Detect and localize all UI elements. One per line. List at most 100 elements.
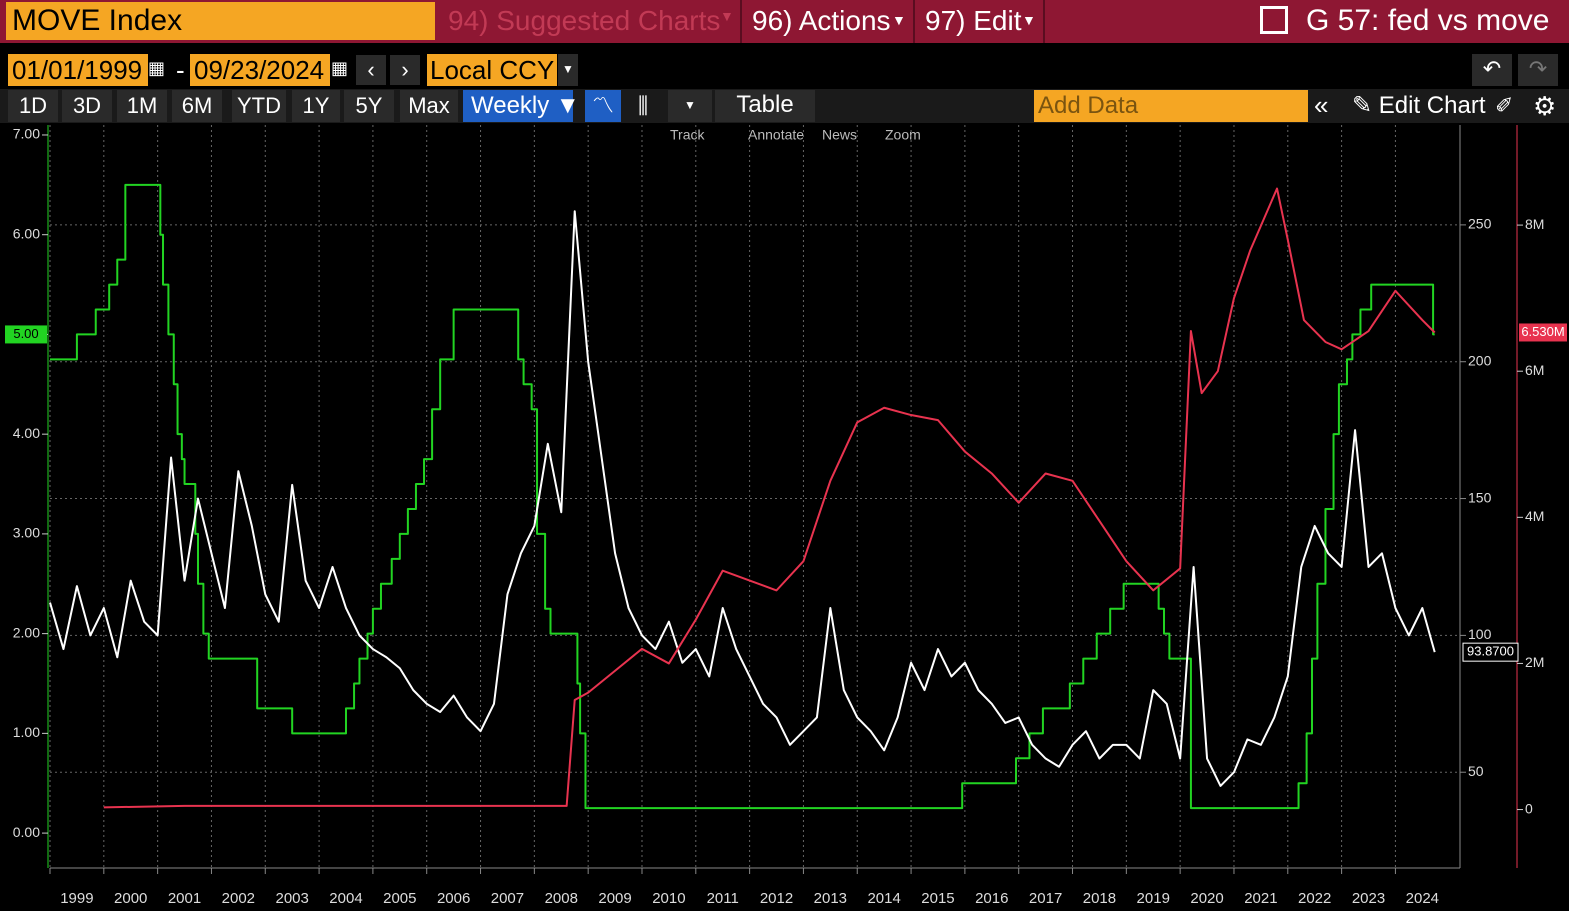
- x-tick-label: 2013: [814, 890, 847, 907]
- security-title[interactable]: MOVE Index: [6, 2, 435, 40]
- y-tick-label: 1.00: [13, 724, 40, 740]
- x-tick-label: 2010: [652, 890, 685, 907]
- frequency-label: Weekly: [471, 92, 550, 119]
- period-button[interactable]: 1D: [8, 90, 58, 122]
- x-tick-label: 2016: [975, 890, 1008, 907]
- y-tick-label: 7.00: [13, 126, 40, 142]
- last-value-label: 6.530M: [1521, 324, 1564, 339]
- y3-tick-label: 8M: [1525, 216, 1544, 232]
- x-tick-label: 2000: [114, 890, 147, 907]
- x-tick-label: 2023: [1352, 890, 1385, 907]
- divider: [740, 0, 742, 43]
- currency-select[interactable]: Local CCY: [427, 54, 557, 86]
- next-button[interactable]: ›: [390, 55, 420, 85]
- launch-icon[interactable]: [1260, 6, 1288, 34]
- calendar-icon[interactable]: ▦: [148, 58, 166, 78]
- period-button[interactable]: 6M: [172, 90, 222, 122]
- dropdown-arrow: ▼: [720, 8, 734, 24]
- toolbar: Weekly ▼ 〽 ⫼ ▼ Table Add Data « ✎ Edit C…: [0, 89, 1569, 123]
- x-tick-label: 2004: [329, 890, 362, 907]
- collapse-icon[interactable]: «: [1314, 90, 1329, 120]
- series-line: [103, 187, 1436, 809]
- y2-tick-label: 250: [1468, 216, 1492, 232]
- add-data-input[interactable]: Add Data: [1034, 90, 1308, 122]
- chart-tool[interactable]: News: [822, 127, 857, 143]
- series-line: [49, 210, 1436, 787]
- dropdown-arrow: ▼: [1022, 12, 1036, 28]
- chart-tool[interactable]: Track: [670, 127, 705, 143]
- chart-tool[interactable]: Zoom: [885, 127, 921, 143]
- x-tick-label: 2018: [1083, 890, 1116, 907]
- x-tick-label: 2022: [1298, 890, 1331, 907]
- x-tick-label: 1999: [60, 890, 93, 907]
- divider: [913, 0, 915, 43]
- header-bar: MOVE Index 94) Suggested Charts 96) Acti…: [0, 0, 1569, 43]
- x-tick-label: 2001: [168, 890, 201, 907]
- y-tick-label: 0.00: [13, 824, 40, 840]
- x-tick-label: 2011: [707, 890, 739, 907]
- y2-tick-label: 50: [1468, 763, 1484, 779]
- x-tick-label: 2015: [921, 890, 954, 907]
- settings-icon[interactable]: ⚙: [1533, 91, 1557, 121]
- calendar-icon[interactable]: ▦: [331, 58, 349, 78]
- y-tick-label: 2.00: [13, 624, 40, 640]
- x-tick-label: 2009: [598, 890, 631, 907]
- x-tick-label: 2014: [867, 890, 900, 907]
- y-tick-label: 4.00: [13, 425, 40, 441]
- y2-tick-label: 150: [1468, 489, 1492, 505]
- start-date[interactable]: 01/01/1999: [8, 54, 148, 86]
- x-tick-label: 2021: [1244, 890, 1277, 907]
- period-button[interactable]: 1Y: [292, 90, 340, 122]
- x-tick-label: 2017: [1029, 890, 1062, 907]
- menu-actions[interactable]: 96) Actions: [752, 5, 891, 36]
- menu-suggested[interactable]: 94) Suggested Charts: [448, 5, 721, 36]
- chart-type-dropdown[interactable]: ▼: [668, 90, 712, 122]
- x-tick-label: 2007: [491, 890, 524, 907]
- divider: [1043, 0, 1045, 43]
- y3-tick-label: 6M: [1525, 362, 1544, 378]
- prev-button[interactable]: ‹: [356, 55, 386, 85]
- line-chart-icon[interactable]: 〽: [585, 90, 621, 122]
- period-button[interactable]: 5Y: [344, 90, 394, 122]
- series-line: [50, 183, 1435, 810]
- y-tick-label: 3.00: [13, 525, 40, 541]
- x-tick-label: 2020: [1190, 890, 1223, 907]
- y3-tick-label: 2M: [1525, 654, 1544, 670]
- period-button[interactable]: 1M: [117, 90, 167, 122]
- x-tick-label: 2006: [437, 890, 470, 907]
- redo-button[interactable]: ↷: [1518, 54, 1558, 86]
- x-tick-label: 2008: [545, 890, 578, 907]
- chart-tool[interactable]: Annotate: [748, 127, 804, 143]
- edit-icon[interactable]: ✐: [1495, 93, 1514, 118]
- end-date[interactable]: 09/23/2024: [190, 54, 330, 86]
- dropdown-arrow: ▼: [892, 12, 906, 28]
- x-tick-label: 2002: [222, 890, 255, 907]
- bar-chart-icon[interactable]: ⫼: [637, 93, 649, 118]
- last-value-badge: [5, 325, 47, 344]
- period-button[interactable]: Max: [400, 90, 458, 122]
- y-tick-label: 6.00: [13, 225, 40, 241]
- menu-edit[interactable]: 97) Edit: [925, 5, 1022, 36]
- y3-tick-label: 0: [1525, 800, 1533, 816]
- frequency-select[interactable]: Weekly ▼: [463, 90, 580, 122]
- undo-button[interactable]: ↶: [1472, 54, 1512, 86]
- currency-dropdown[interactable]: ▼: [558, 54, 578, 86]
- x-tick-label: 2003: [275, 890, 308, 907]
- x-tick-label: 2012: [760, 890, 793, 907]
- edit-chart-label: Edit Chart: [1378, 92, 1486, 119]
- chart-id: G 57: fed vs move: [1306, 4, 1550, 37]
- x-tick-label: 2019: [1137, 890, 1170, 907]
- period-button[interactable]: YTD: [232, 90, 286, 122]
- period-button[interactable]: 3D: [62, 90, 112, 122]
- x-tick-label: 2005: [383, 890, 416, 907]
- last-value-badge: [1519, 323, 1567, 342]
- chart: Track Annotate News Zoom 1999 2000 2001 2002 200…: [5, 125, 1567, 907]
- y3-tick-label: 4M: [1525, 508, 1544, 524]
- y2-tick-label: 100: [1468, 626, 1492, 642]
- table-button[interactable]: Table: [715, 90, 815, 122]
- last-value-badge: [1462, 642, 1519, 662]
- date-separator: -: [176, 55, 185, 85]
- edit-chart-button[interactable]: ✎ Edit Chart: [1352, 92, 1486, 119]
- x-tick-label: 2024: [1406, 890, 1439, 907]
